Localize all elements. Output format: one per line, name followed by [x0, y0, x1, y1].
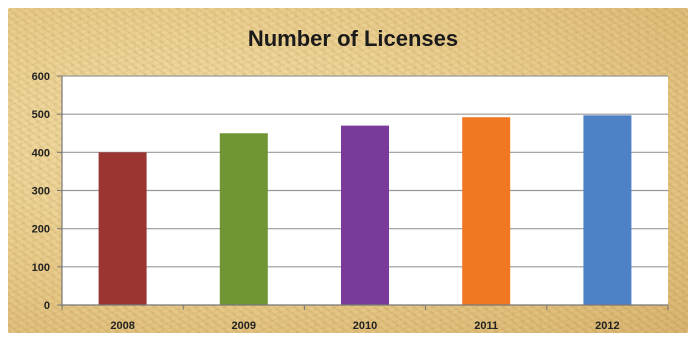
x-tick-label: 2009	[232, 320, 256, 332]
bar-2010	[341, 125, 389, 305]
y-tick-label: 500	[32, 109, 50, 121]
x-axis-ticks: 2008 2009 2010 2011 2012	[61, 305, 669, 332]
y-tick-label: 600	[32, 71, 50, 83]
bar-2012	[583, 115, 632, 305]
y-tick-label: 0	[44, 300, 50, 312]
chart-title: Number of Licenses	[248, 26, 458, 51]
bar-2011	[462, 117, 511, 305]
y-axis-ticks: 0 100 200 300 400 500 600	[32, 71, 62, 312]
x-tick-label: 2012	[595, 320, 619, 332]
bar-2008	[98, 152, 147, 305]
bar-2009	[219, 133, 268, 305]
x-tick-label: 2010	[353, 320, 377, 332]
y-tick-label: 300	[32, 186, 50, 198]
y-tick-label: 400	[32, 147, 50, 159]
y-tick-label: 200	[32, 224, 50, 236]
x-tick-label: 2011	[474, 320, 498, 332]
y-tick-label: 100	[32, 262, 50, 274]
bars	[98, 115, 632, 305]
x-tick-label: 2008	[110, 320, 134, 332]
